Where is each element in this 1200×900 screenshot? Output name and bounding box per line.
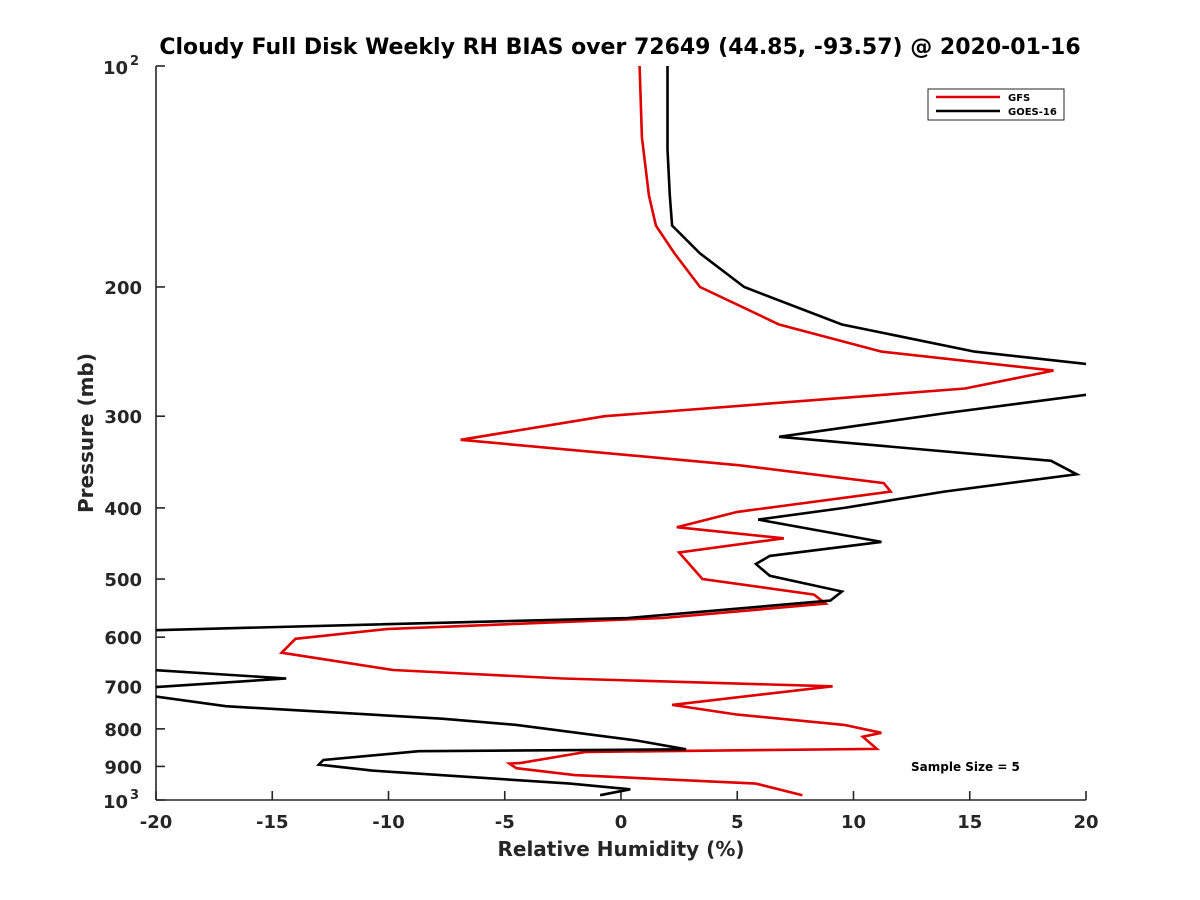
x-axis-label: Relative Humidity (%) xyxy=(497,837,744,861)
series-lines xyxy=(156,66,1086,797)
y-tick-label: 600 xyxy=(104,628,142,649)
x-tick-label: 0 xyxy=(615,812,628,833)
y-tick-label: 200 xyxy=(104,278,142,299)
x-tick-label: -20 xyxy=(140,812,173,833)
y-tick-label-power: 10 xyxy=(103,792,128,813)
axes xyxy=(155,66,1086,801)
y-tick-label: 300 xyxy=(104,407,142,428)
series-line-gfs xyxy=(278,66,1054,797)
y-tick-exponent: 3 xyxy=(130,788,139,803)
y-tick-label: 500 xyxy=(104,570,142,591)
y-tick-label-power: 10 xyxy=(103,58,128,79)
legend-label-goes16: GOES-16 xyxy=(1008,107,1057,118)
x-tick-label: -15 xyxy=(256,812,289,833)
y-tick-base: 10 xyxy=(103,792,128,813)
legend-label-gfs: GFS xyxy=(1008,93,1030,104)
x-tick-label: 10 xyxy=(841,812,866,833)
legend: GFS GOES-16 xyxy=(927,88,1065,121)
y-tick-exponent: 2 xyxy=(130,54,139,69)
x-tick-label: -10 xyxy=(372,812,405,833)
x-tick-label: 5 xyxy=(731,812,744,833)
y-tick-label: 800 xyxy=(104,720,142,741)
series-line-goes16 xyxy=(156,66,1086,797)
y-axis-label: Pressure (mb) xyxy=(74,353,98,513)
x-tick-label: -5 xyxy=(495,812,515,833)
y-tick-label: 700 xyxy=(104,677,142,698)
x-tick-label: 20 xyxy=(1073,812,1098,833)
x-ticks: -20 -15 -10 -5 0 5 10 15 20 xyxy=(140,791,1099,833)
x-tick-label: 15 xyxy=(957,812,982,833)
chart-title: Cloudy Full Disk Weekly RH BIAS over 726… xyxy=(159,35,1080,60)
y-tick-base: 10 xyxy=(103,58,128,79)
y-tick-label: 900 xyxy=(104,757,142,778)
y-tick-label: 400 xyxy=(104,499,142,520)
legend-box xyxy=(927,88,1065,121)
sample-size-annotation: Sample Size = 5 xyxy=(911,760,1020,774)
